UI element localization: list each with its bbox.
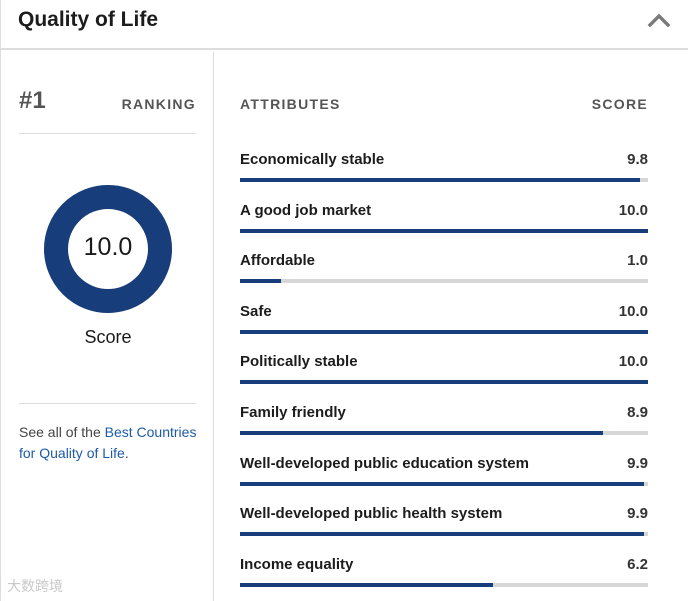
attribute-row: Safe 10.0 xyxy=(240,303,648,343)
attribute-score: 9.9 xyxy=(627,455,648,472)
score-bar-track xyxy=(240,330,648,334)
attribute-name: A good job market xyxy=(240,202,372,219)
panel-title: Quality of Life xyxy=(18,8,159,31)
score-bar-track xyxy=(240,380,648,384)
attribute-name: Income equality xyxy=(240,556,354,573)
attribute-name: Economically stable xyxy=(240,151,385,168)
attribute-row: Economically stable 9.8 xyxy=(240,151,648,191)
score-bar-fill xyxy=(240,380,648,384)
attribute-row: Well-developed public health system 9.9 xyxy=(240,505,648,545)
attribute-row: A good job market 10.0 xyxy=(240,202,648,242)
score-bar-track xyxy=(240,279,648,283)
donut-arc xyxy=(44,185,172,313)
attribute-score: 9.8 xyxy=(627,151,648,168)
score-header: SCORE xyxy=(591,96,648,112)
score-bar-track xyxy=(240,431,648,435)
score-bar-fill xyxy=(240,178,640,182)
best-countries-link[interactable]: Best Countries for Quality of Life xyxy=(19,424,197,461)
attribute-row: Affordable 1.0 xyxy=(240,252,648,292)
score-label: Score xyxy=(84,327,132,347)
attribute-score: 9.9 xyxy=(627,505,648,522)
attribute-name: Safe xyxy=(240,303,272,320)
score-bar-track xyxy=(240,532,648,536)
score-bar-fill xyxy=(240,482,644,486)
divider xyxy=(19,133,196,134)
attribute-score: 6.2 xyxy=(627,556,648,573)
rank-number: #1 xyxy=(19,87,46,114)
attribute-score: 10.0 xyxy=(618,353,648,370)
chevron-up-icon xyxy=(647,13,671,28)
see-all-prefix: See all of the xyxy=(19,424,105,440)
see-all-text: See all of the Best Countries for Qualit… xyxy=(19,422,199,464)
score-donut xyxy=(43,184,173,314)
score-bar-track xyxy=(240,583,648,587)
attribute-score: 1.0 xyxy=(627,252,648,269)
collapse-button[interactable] xyxy=(645,8,673,32)
attribute-row: Politically stable 10.0 xyxy=(240,353,648,393)
score-bar-track xyxy=(240,178,648,182)
panel-header[interactable]: Quality of Life xyxy=(1,0,688,50)
see-all-suffix: . xyxy=(124,445,129,461)
attribute-name: Well-developed public health system xyxy=(240,505,503,522)
score-bar-track xyxy=(240,229,648,233)
score-bar-fill xyxy=(240,532,644,536)
score-bar-fill xyxy=(240,330,648,334)
attribute-score: 8.9 xyxy=(627,404,648,421)
attribute-name: Well-developed public education system xyxy=(240,455,529,472)
ranking-label: RANKING xyxy=(121,96,196,112)
attribute-score: 10.0 xyxy=(618,202,648,219)
attribute-row: Well-developed public education system 9… xyxy=(240,455,648,495)
column-divider xyxy=(213,52,214,601)
score-value: 10.0 xyxy=(83,233,133,261)
attribute-name: Politically stable xyxy=(240,353,358,370)
attribute-row: Income equality 6.2 xyxy=(240,556,648,596)
score-bar-fill xyxy=(240,229,648,233)
score-bar-fill xyxy=(240,583,493,587)
watermark: 大数跨境 xyxy=(7,578,63,594)
score-bar-fill xyxy=(240,431,604,435)
attribute-name: Affordable xyxy=(240,252,315,269)
attributes-header: ATTRIBUTES xyxy=(240,96,341,112)
score-bar-track xyxy=(240,482,648,486)
divider xyxy=(19,403,196,404)
attribute-row: Family friendly 8.9 xyxy=(240,404,648,444)
attribute-score: 10.0 xyxy=(618,303,648,320)
attribute-name: Family friendly xyxy=(240,404,346,421)
score-bar-fill xyxy=(240,279,281,283)
